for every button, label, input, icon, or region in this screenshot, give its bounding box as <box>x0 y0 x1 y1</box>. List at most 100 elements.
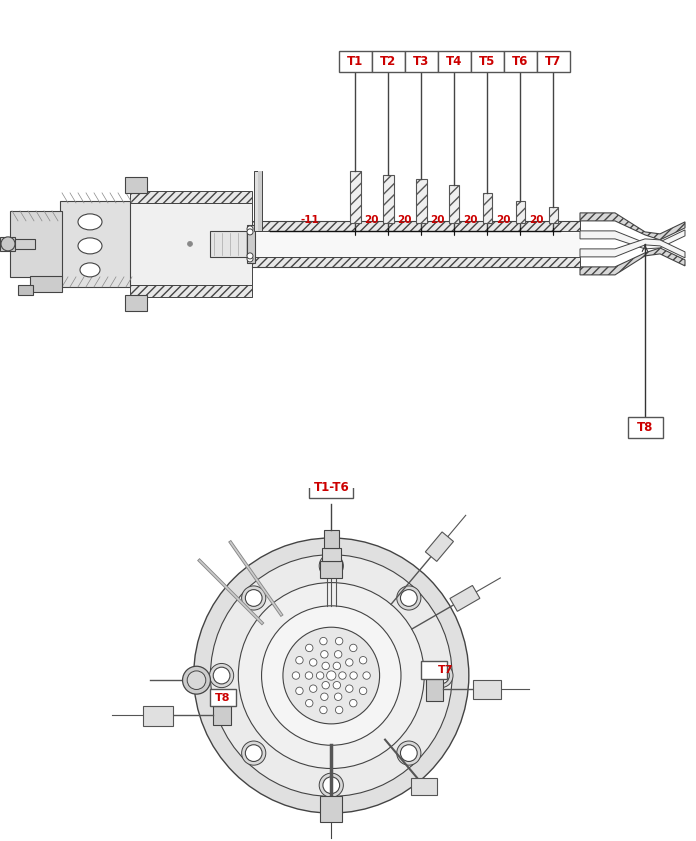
Text: 20: 20 <box>364 215 378 225</box>
FancyBboxPatch shape <box>338 51 372 72</box>
Bar <box>130 285 252 297</box>
Circle shape <box>363 672 370 680</box>
Circle shape <box>339 672 346 680</box>
Circle shape <box>359 687 367 695</box>
Circle shape <box>247 253 253 259</box>
Circle shape <box>247 229 253 235</box>
Bar <box>322 548 340 561</box>
Circle shape <box>323 777 340 794</box>
Bar <box>0 237 15 251</box>
Text: 20: 20 <box>397 215 411 225</box>
FancyBboxPatch shape <box>503 51 537 72</box>
FancyBboxPatch shape <box>422 661 448 679</box>
Bar <box>252 257 580 267</box>
Circle shape <box>346 659 353 666</box>
Circle shape <box>323 558 340 574</box>
Text: T1-T6: T1-T6 <box>313 481 349 495</box>
Bar <box>18 285 33 295</box>
Circle shape <box>306 700 313 707</box>
FancyBboxPatch shape <box>470 51 503 72</box>
Circle shape <box>187 671 206 690</box>
Circle shape <box>359 657 367 664</box>
Bar <box>213 706 231 725</box>
Polygon shape <box>580 248 685 275</box>
Circle shape <box>242 586 266 610</box>
Circle shape <box>193 538 469 813</box>
FancyBboxPatch shape <box>310 478 353 498</box>
Text: T6: T6 <box>512 56 528 68</box>
Text: 20: 20 <box>463 215 477 225</box>
Circle shape <box>296 657 303 664</box>
Ellipse shape <box>78 214 102 230</box>
Bar <box>252 231 580 257</box>
Ellipse shape <box>78 238 102 254</box>
Circle shape <box>433 667 450 684</box>
Bar <box>516 201 525 223</box>
Text: T1: T1 <box>347 56 363 68</box>
Bar <box>130 191 252 203</box>
Bar <box>258 171 262 231</box>
Circle shape <box>213 667 230 684</box>
Bar <box>426 679 443 701</box>
Bar <box>30 276 62 292</box>
Bar <box>320 561 342 578</box>
Bar <box>449 185 459 223</box>
Circle shape <box>326 671 336 680</box>
Circle shape <box>310 685 317 692</box>
Circle shape <box>306 644 313 652</box>
Circle shape <box>209 664 234 688</box>
Circle shape <box>319 553 343 578</box>
FancyBboxPatch shape <box>404 51 438 72</box>
Circle shape <box>247 226 253 232</box>
Bar <box>483 193 492 223</box>
Text: T4: T4 <box>446 56 462 68</box>
Polygon shape <box>425 532 454 562</box>
Bar <box>15 239 35 249</box>
Text: T5: T5 <box>479 56 495 68</box>
Circle shape <box>319 706 327 714</box>
Text: T8: T8 <box>215 693 230 702</box>
Circle shape <box>242 741 266 765</box>
Bar <box>125 295 147 311</box>
Circle shape <box>238 583 425 769</box>
Circle shape <box>349 644 357 652</box>
FancyBboxPatch shape <box>628 417 663 438</box>
FancyBboxPatch shape <box>209 689 235 706</box>
Circle shape <box>319 773 343 797</box>
Ellipse shape <box>80 263 100 277</box>
Bar <box>549 207 558 223</box>
Circle shape <box>400 590 417 606</box>
Circle shape <box>310 659 317 666</box>
Circle shape <box>335 706 343 714</box>
Circle shape <box>317 672 324 680</box>
Circle shape <box>321 693 328 701</box>
Circle shape <box>246 745 262 761</box>
Polygon shape <box>580 213 685 240</box>
Bar <box>247 225 255 263</box>
Circle shape <box>397 586 421 610</box>
Bar <box>125 177 147 193</box>
Text: T7: T7 <box>438 665 454 675</box>
Polygon shape <box>580 230 685 249</box>
Circle shape <box>335 651 342 658</box>
Bar <box>254 171 262 231</box>
Circle shape <box>400 745 417 761</box>
Circle shape <box>429 664 453 688</box>
Bar <box>60 201 130 287</box>
Text: T2: T2 <box>380 56 396 68</box>
FancyBboxPatch shape <box>372 51 404 72</box>
Bar <box>411 779 437 796</box>
FancyBboxPatch shape <box>438 51 470 72</box>
Bar <box>473 680 501 699</box>
Bar <box>130 203 252 285</box>
Text: T3: T3 <box>413 56 429 68</box>
FancyBboxPatch shape <box>537 51 569 72</box>
Polygon shape <box>450 585 480 611</box>
Text: 20: 20 <box>429 215 444 225</box>
Circle shape <box>335 693 342 701</box>
Circle shape <box>322 681 329 689</box>
Text: 20: 20 <box>496 215 510 225</box>
Text: -11: -11 <box>301 215 319 225</box>
Circle shape <box>319 637 327 645</box>
Text: T8: T8 <box>637 421 653 435</box>
